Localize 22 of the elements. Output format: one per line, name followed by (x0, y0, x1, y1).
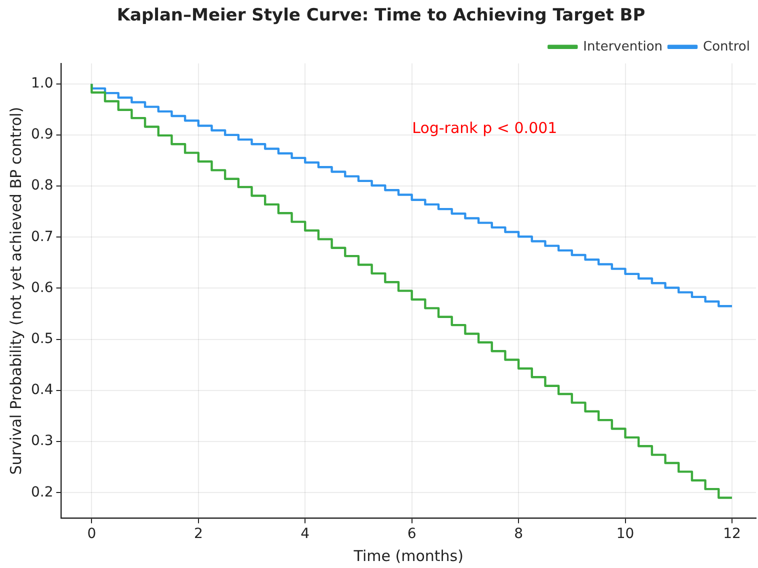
y-tick-label: 0.8 (31, 178, 54, 194)
x-tick-label: 6 (407, 526, 416, 542)
y-tick-label: 0.2 (31, 484, 54, 500)
x-tick-label: 8 (514, 526, 524, 542)
y-axis-title: Survival Probability (not yet achieved BP control) (6, 106, 25, 475)
x-tick-label: 0 (87, 526, 96, 542)
y-tick-label: 0.4 (31, 382, 54, 398)
x-tick-label: 10 (616, 526, 634, 542)
x-axis-title: Time (months) (352, 546, 464, 565)
chart-title: Kaplan–Meier Style Curve: Time to Achieving Target BP (116, 6, 646, 26)
y-tick-label: 0.6 (31, 280, 54, 296)
y-tick-label: 0.9 (31, 126, 54, 143)
y-tick-label: 0.3 (31, 433, 54, 450)
x-tick-label: 4 (300, 526, 310, 542)
legend-label: Control (703, 39, 750, 54)
y-tick-label: 1.0 (31, 75, 54, 92)
y-tick-label: 0.5 (31, 330, 54, 347)
x-tick-label: 12 (723, 526, 741, 542)
y-tick-label: 0.7 (31, 228, 54, 245)
annotation: Log-rank p < 0.001 (412, 119, 558, 138)
legend-label: Intervention (583, 39, 663, 54)
x-tick-label: 2 (194, 526, 203, 542)
